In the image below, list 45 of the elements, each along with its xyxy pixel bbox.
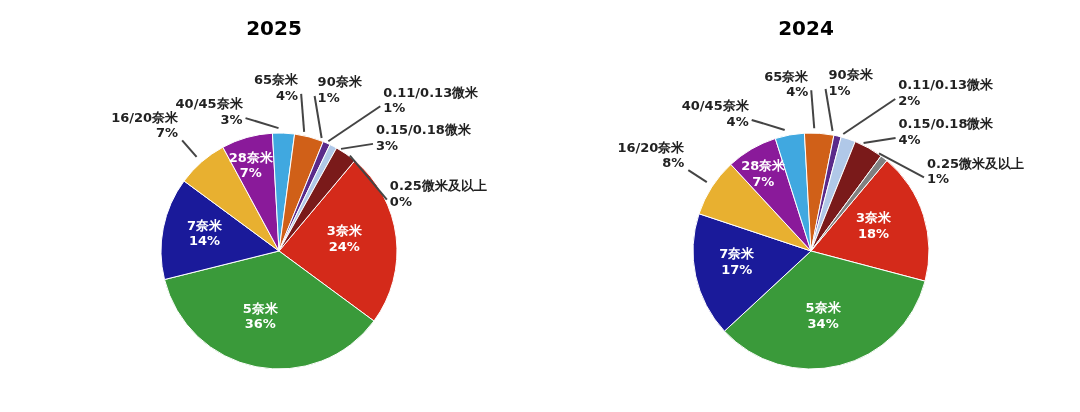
slice-label: 5奈米 — [805, 300, 842, 316]
slice-label: 3奈米 — [855, 209, 893, 225]
data-label: 7% — [156, 125, 179, 141]
slice-label: 0.25微米及以上 — [926, 155, 1025, 171]
data-label: 1% — [926, 171, 950, 187]
slice-label: 7奈米 — [187, 217, 224, 233]
data-label: 4% — [276, 87, 299, 103]
data-label: 4% — [898, 132, 921, 147]
chart-title: 2024 — [777, 16, 835, 40]
data-label: 1% — [317, 90, 340, 106]
slice-label: 7奈米 — [719, 246, 756, 262]
slice-label: 5奈米 — [242, 300, 279, 316]
data-label: 7% — [752, 173, 775, 189]
data-label: 1% — [828, 83, 851, 99]
data-label: 18% — [857, 225, 890, 241]
slice-label: 40/45奈米 — [681, 98, 750, 114]
slice-label: 0.15/0.18微米 — [376, 122, 472, 138]
slice-label: 16/20奈米 — [617, 139, 686, 155]
slice-label: 90奈米 — [828, 67, 874, 83]
data-label: 34% — [807, 315, 839, 331]
slice-label: 28奈米 — [228, 149, 274, 165]
data-label: 7% — [239, 165, 262, 181]
chart-title: 2025 — [245, 16, 303, 40]
slice-label: 16/20奈米 — [111, 109, 180, 125]
data-label: 8% — [662, 155, 685, 171]
data-label: 24% — [328, 238, 360, 254]
slice-label: 0.11/0.13微米 — [898, 77, 995, 93]
data-label: 4% — [726, 113, 749, 129]
data-label: 4% — [786, 84, 809, 100]
slice-label: 65奈米 — [764, 68, 810, 84]
data-label: 36% — [244, 316, 276, 332]
slice-label: 90奈米 — [317, 74, 363, 90]
data-label: 1% — [383, 100, 406, 116]
slice-label: 0.11/0.13微米 — [383, 84, 480, 100]
data-label: 2% — [898, 93, 921, 109]
slice-label: 40/45奈米 — [175, 96, 244, 112]
category-label: 0.25微米及以上 — [389, 178, 487, 194]
data-label: 17% — [721, 261, 753, 277]
text: 0% — [389, 193, 412, 209]
data-label: 3% — [376, 137, 399, 153]
data-label: 3% — [220, 112, 243, 128]
slice-label: 3奈米 — [326, 223, 363, 239]
slice-label: 0.15/0.18微米 — [898, 116, 995, 132]
slice-label: 65奈米 — [254, 72, 300, 88]
data-label: 14% — [188, 233, 221, 249]
